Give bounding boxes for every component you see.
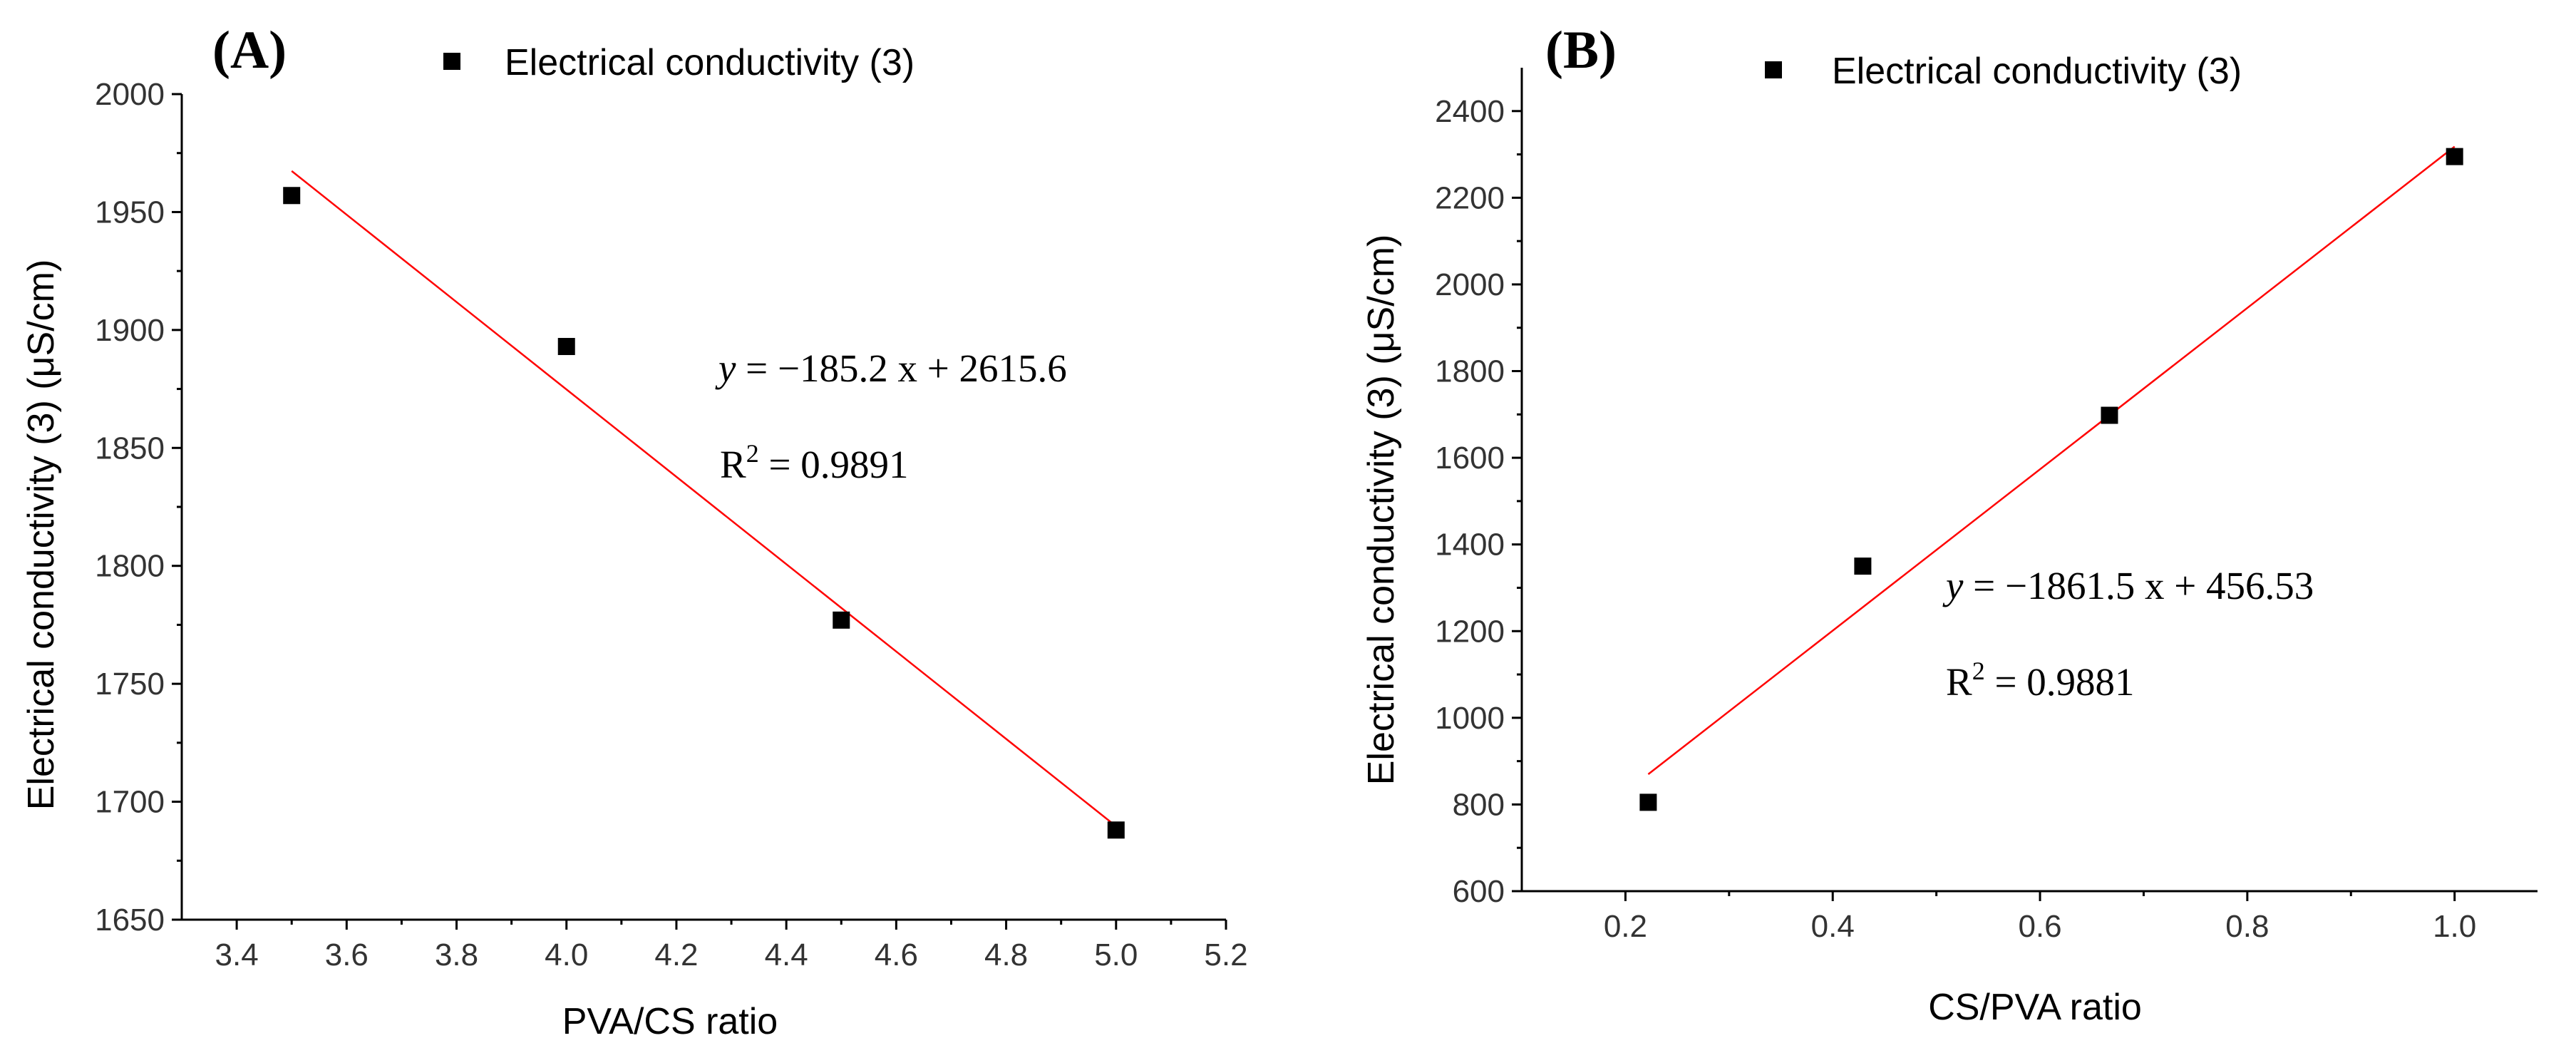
panel-a-legend-label: Electrical conductivity (3): [505, 42, 915, 83]
panel-a-x-tick-label: 5.0: [1094, 937, 1138, 972]
panel-a-x-tick-label: 4.8: [984, 937, 1028, 972]
panel-a-data-point: [283, 187, 301, 205]
panel-a-y-tick-label: 1750: [95, 667, 165, 702]
panel-b-x-tick-label: 0.2: [1604, 909, 1647, 944]
panel-b-equation-rest: = −1861.5 x + 456.53: [1963, 564, 2314, 607]
panel-b-fit-line: [1647, 145, 2456, 775]
panel-b-y-tick-label: 600: [1453, 874, 1505, 909]
panel-b-data-point: [1639, 793, 1657, 811]
panel-a-plot-area: 1650 1700 1750 1800 1850 1900 1950 2000 3.4 3.6 3.…: [95, 77, 1247, 972]
panel-b-data-point: [2446, 148, 2463, 165]
panel-b-ticks: 600 800 1000 1200 1400 1600 1800 2000 2200 2400 0.…: [1435, 94, 2476, 944]
panel-a-points: [283, 187, 1125, 839]
panel-a-x-tick-label: 4.6: [875, 937, 918, 972]
panel-a-y-tick-label: 1700: [95, 785, 165, 820]
panel-b-x-axis-title: CS/PVA ratio: [1928, 987, 2142, 1028]
panel-b-data-point: [2101, 406, 2118, 424]
panel-b-x-tick-label: 0.6: [2018, 909, 2061, 944]
panel-a-label: (A): [212, 21, 287, 80]
panel-b-r2-prefix: R: [1946, 660, 1972, 704]
panel-a-y-tick-label: 1650: [95, 903, 165, 937]
panel-b-y-tick-label: 2200: [1435, 180, 1505, 215]
panel-b-data-point: [1854, 558, 1872, 575]
panel-b-y-tick-label: 2400: [1435, 94, 1505, 129]
panel-a-x-axis-title: PVA/CS ratio: [562, 1001, 778, 1042]
panel-b-y-tick-label: 1400: [1435, 528, 1505, 562]
panel-a-data-point: [1107, 821, 1125, 839]
panel-b-y-tick-label: 1200: [1435, 614, 1505, 649]
panel-a-y-axis-title: Electrical conductivity (3) (μS/cm): [21, 260, 62, 811]
panel-a-y-tick-label: 1800: [95, 549, 165, 584]
panel-b-x-tick-label: 0.4: [1811, 909, 1855, 944]
panel-a-y-tick-label: 1900: [95, 313, 165, 348]
panel-a-r2-value: = 0.9891: [759, 443, 909, 486]
panel-a-r-squared: R2 = 0.9891: [720, 439, 908, 486]
panel-b-legend-marker: [1765, 61, 1782, 78]
panel-b-r-squared: R2 = 0.9881: [1946, 657, 2134, 704]
panel-a-x-tick-label: 4.0: [545, 937, 588, 972]
panel-a-r2-superscript: 2: [746, 439, 759, 468]
panel-a-x-tick-label: 3.4: [215, 937, 259, 972]
panel-a-y-tick-label: 1850: [95, 431, 165, 466]
panel-a-equation-rest: = −185.2 x + 2615.6: [736, 346, 1066, 390]
panel-b-equation-y: y: [1942, 564, 1964, 607]
panel-a-x-tick-label: 5.2: [1204, 937, 1247, 972]
panel-a-r2-prefix: R: [720, 443, 746, 486]
panel-b-y-axis-title: Electrical conductivity (3) (μS/cm): [1361, 235, 1402, 786]
panel-b-y-tick-label: 1800: [1435, 354, 1505, 389]
chart-panel-b: (B) Electrical conductivity (3) 600 800 10…: [1361, 21, 2538, 1028]
panel-a-y-tick-label: 2000: [95, 77, 165, 112]
panel-b-label: (B): [1545, 21, 1617, 80]
panel-a-legend: Electrical conductivity (3): [443, 42, 915, 83]
panel-a-y-tick-label: 1950: [95, 195, 165, 230]
panel-a-fit-line: [291, 170, 1117, 827]
panel-a-equation: y = −185.2 x + 2615.6: [715, 346, 1067, 390]
panel-a-data-point: [833, 611, 850, 629]
panel-b-legend: Electrical conductivity (3): [1765, 51, 2242, 92]
panel-a-x-tick-label: 4.2: [654, 937, 698, 972]
chart-panel-a: (A) Electrical conductivity (3) 1650 1700…: [21, 21, 1248, 1042]
panel-a-fit-line-group: [291, 170, 1117, 827]
panel-b-r2-value: = 0.9881: [1985, 660, 2135, 704]
panel-a-equation-y: y: [715, 346, 736, 390]
panel-a-data-point: [557, 338, 575, 356]
panel-b-fit-line-group: [1647, 145, 2456, 775]
panel-b-x-tick-label: 1.0: [2433, 909, 2476, 944]
panel-a-x-tick-label: 3.6: [325, 937, 369, 972]
panel-b-plot-area: 600 800 1000 1200 1400 1600 1800 2000 2200 2400 0.…: [1435, 68, 2538, 944]
panel-b-x-tick-label: 0.8: [2225, 909, 2269, 944]
panel-a-x-tick-label: 4.4: [765, 937, 808, 972]
panel-b-y-tick-label: 1000: [1435, 701, 1505, 736]
panel-b-legend-label: Electrical conductivity (3): [1832, 51, 2242, 92]
panel-b-y-tick-label: 800: [1453, 787, 1505, 822]
panel-b-equation: y = −1861.5 x + 456.53: [1942, 564, 2314, 607]
panel-a-x-tick-label: 3.8: [435, 937, 478, 972]
panel-b-y-tick-label: 2000: [1435, 267, 1505, 302]
panel-b-r2-superscript: 2: [1972, 657, 1985, 685]
panel-a-legend-marker: [443, 53, 460, 70]
panel-b-points: [1639, 148, 2463, 811]
panel-a-ticks: 1650 1700 1750 1800 1850 1900 1950 2000 3.4 3.6 3.…: [95, 77, 1247, 972]
panel-b-y-tick-label: 1600: [1435, 441, 1505, 476]
